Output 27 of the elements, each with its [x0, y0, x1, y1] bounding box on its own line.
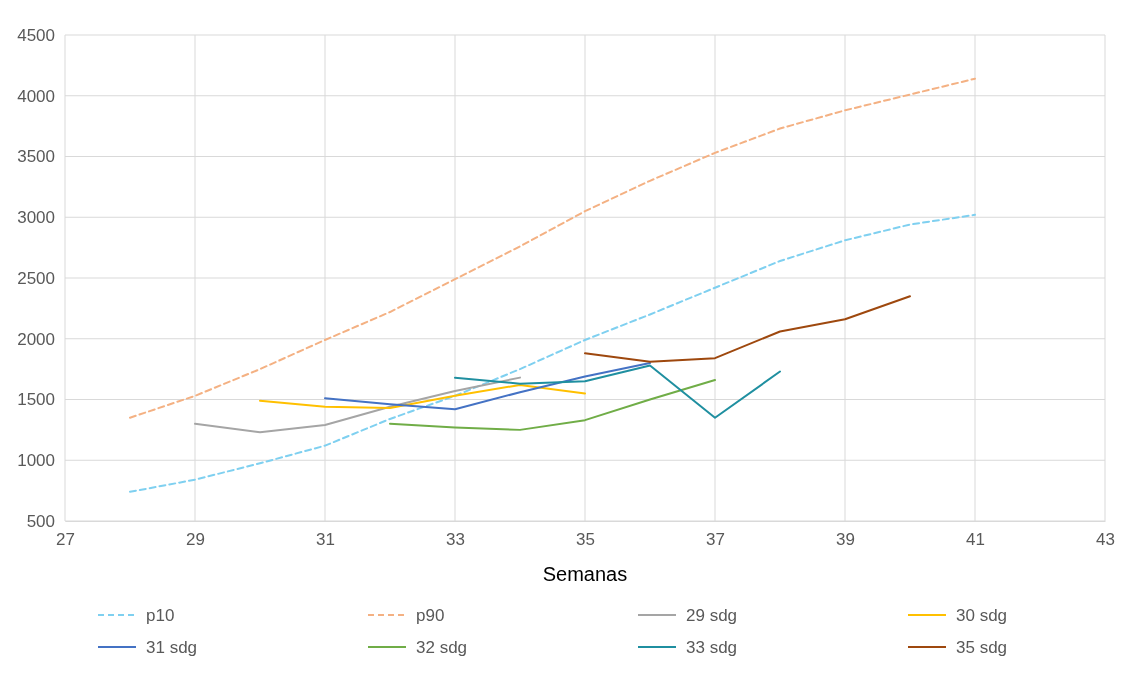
- legend-label: 31 sdg: [146, 638, 198, 657]
- y-tick-label: 2500: [17, 268, 55, 288]
- x-tick-label: 31: [316, 530, 335, 550]
- legend-label: 29 sdg: [686, 606, 738, 625]
- x-tick-label: 35: [576, 530, 595, 550]
- x-tick-label: 37: [706, 530, 725, 550]
- x-tick-label: 41: [966, 530, 985, 550]
- legend-label: 32 sdg: [416, 638, 468, 657]
- y-tick-label: 1000: [17, 451, 55, 471]
- x-tick-label: 27: [56, 530, 75, 550]
- y-tick-label: 1500: [17, 390, 55, 410]
- legend-label: 30 sdg: [956, 606, 1008, 625]
- y-tick-label: 500: [26, 511, 55, 531]
- x-axis-title: Semanas: [542, 563, 628, 585]
- y-tick-label: 3000: [17, 208, 55, 228]
- x-tick-label: 33: [446, 530, 465, 550]
- legend-label: p10: [146, 606, 175, 625]
- legend-label: 35 sdg: [956, 638, 1008, 657]
- y-tick-label: 4500: [17, 25, 55, 45]
- legend-label: 33 sdg: [686, 638, 738, 657]
- y-tick-label: 4000: [17, 86, 55, 106]
- legend-label: p90: [416, 606, 445, 625]
- x-tick-label: 43: [1096, 530, 1115, 550]
- y-tick-label: 3500: [17, 147, 55, 167]
- y-tick-label: 2000: [17, 329, 55, 349]
- x-tick-label: 29: [186, 530, 205, 550]
- x-tick-label: 39: [836, 530, 855, 550]
